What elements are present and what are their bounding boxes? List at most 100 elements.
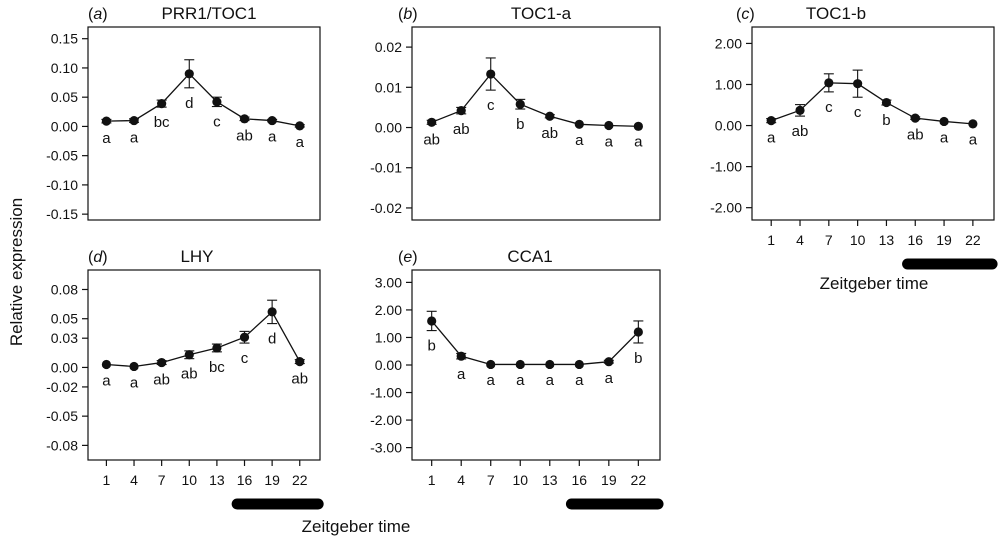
significance-label: ab (291, 371, 308, 388)
significance-label: c (854, 104, 862, 121)
x-tick-label: 4 (796, 232, 804, 248)
significance-label: a (296, 134, 305, 151)
x-tick-label: 13 (542, 472, 558, 488)
y-tick-label: 0.08 (51, 281, 78, 297)
x-tick-label: 1 (767, 232, 775, 248)
y-tick-label: -0.02 (46, 379, 78, 395)
x-axis-label-right: Zeitgeber time (820, 274, 929, 293)
data-point (295, 121, 305, 131)
x-axis-label-bottom: Zeitgeber time (302, 517, 411, 536)
y-tick-label: -1.00 (710, 159, 742, 175)
data-point (456, 351, 466, 361)
x-tick-label: 7 (487, 472, 495, 488)
panel-c: -2.00 -1.00 0.00 1.00 2.00 1 4 7 10 13 16 19 22 (c) TO… (710, 4, 998, 270)
significance-label: a (102, 372, 111, 389)
x-tick-label: 10 (850, 232, 866, 248)
significance-label: ab (541, 125, 558, 142)
data-point (515, 99, 525, 109)
y-tick-label: -1.00 (370, 385, 402, 401)
panel-d: -0.08 -0.05 -0.02 0.00 0.03 0.05 0.08 1 4 7 10 13 16… (46, 247, 324, 510)
panel-letter-text: a (93, 6, 102, 23)
panel-letter-text: c (741, 6, 749, 23)
series-line (106, 310, 301, 368)
significance-label: a (605, 133, 614, 150)
panel-title: PRR1/TOC1 (161, 4, 256, 23)
data-point (968, 119, 978, 129)
y-tick-label: -0.15 (46, 206, 78, 222)
significance-label: b (634, 350, 642, 367)
x-tick-label: 19 (601, 472, 617, 488)
y-tick-label: 0.01 (375, 79, 402, 95)
series-line (431, 73, 639, 127)
y-tick-label: 0.00 (51, 359, 78, 375)
significance-label: ab (907, 126, 924, 143)
y-tick-label: -2.00 (710, 200, 742, 216)
significance-label: a (546, 372, 555, 389)
y-tick-label: 1.00 (375, 329, 402, 345)
significance-label: ab (453, 121, 470, 138)
x-tick-label: 19 (936, 232, 952, 248)
significance-label: bc (209, 359, 225, 376)
x-tick-label: 13 (879, 232, 895, 248)
significance-label: a (130, 129, 139, 146)
panel-letter: (a) (88, 6, 108, 23)
y-tick-label: 0.02 (375, 39, 402, 55)
significance-label: a (969, 132, 978, 149)
data-point (427, 316, 437, 326)
significance-label: b (428, 338, 436, 355)
significance-label: a (102, 130, 111, 147)
significance-label: a (575, 372, 584, 389)
y-tick-label: 0.10 (51, 60, 78, 76)
data-point (795, 105, 805, 115)
y-tick-label: 0.05 (51, 89, 78, 105)
data-point (486, 359, 496, 370)
y-tick-label: -0.08 (46, 437, 78, 453)
data-point (939, 116, 949, 127)
data-point (101, 359, 112, 370)
x-tick-label: 22 (965, 232, 981, 248)
y-tick-label: -0.02 (370, 200, 402, 216)
data-point (184, 350, 194, 360)
significance-label: d (268, 331, 276, 348)
data-point (129, 361, 139, 372)
y-tick-label: -2.00 (370, 412, 402, 428)
data-point (545, 359, 555, 370)
plot-frame (87, 269, 321, 461)
y-tick-label: 0.00 (375, 357, 402, 373)
x-tick-label: 22 (292, 472, 308, 488)
data-point (456, 106, 466, 116)
significance-label: a (268, 129, 277, 146)
panel-letter-text: b (403, 6, 412, 23)
y-tick-label: 2.00 (375, 302, 402, 318)
panel-title: CCA1 (507, 247, 552, 266)
panel-letter-text: d (93, 249, 103, 266)
data-point (212, 343, 222, 353)
y-tick-label: -0.05 (46, 408, 78, 424)
x-tick-label: 7 (825, 232, 833, 248)
significance-label: a (575, 132, 584, 149)
data-point (824, 78, 834, 88)
data-point (212, 97, 222, 107)
significance-label: a (767, 130, 776, 147)
data-point (633, 327, 643, 337)
significance-label: b (882, 112, 890, 129)
data-point (545, 111, 555, 121)
x-tick-label: 10 (512, 472, 528, 488)
x-tick-label: 1 (103, 472, 111, 488)
data-point (239, 114, 250, 124)
significance-label: c (825, 99, 833, 116)
series-line (431, 320, 639, 366)
data-point (239, 332, 250, 342)
data-point (101, 116, 112, 126)
x-tick-label: 7 (158, 472, 166, 488)
significance-label: a (487, 372, 496, 389)
x-tick-label: 13 (209, 472, 225, 488)
significance-label: a (605, 370, 614, 387)
significance-label: a (130, 374, 139, 391)
significance-label: a (634, 134, 643, 151)
significance-label: a (457, 366, 466, 383)
data-point (574, 359, 584, 370)
panel-letter-text: e (403, 249, 412, 266)
y-tick-label: 0.15 (51, 31, 78, 47)
y-tick-label: 0.03 (51, 330, 78, 346)
